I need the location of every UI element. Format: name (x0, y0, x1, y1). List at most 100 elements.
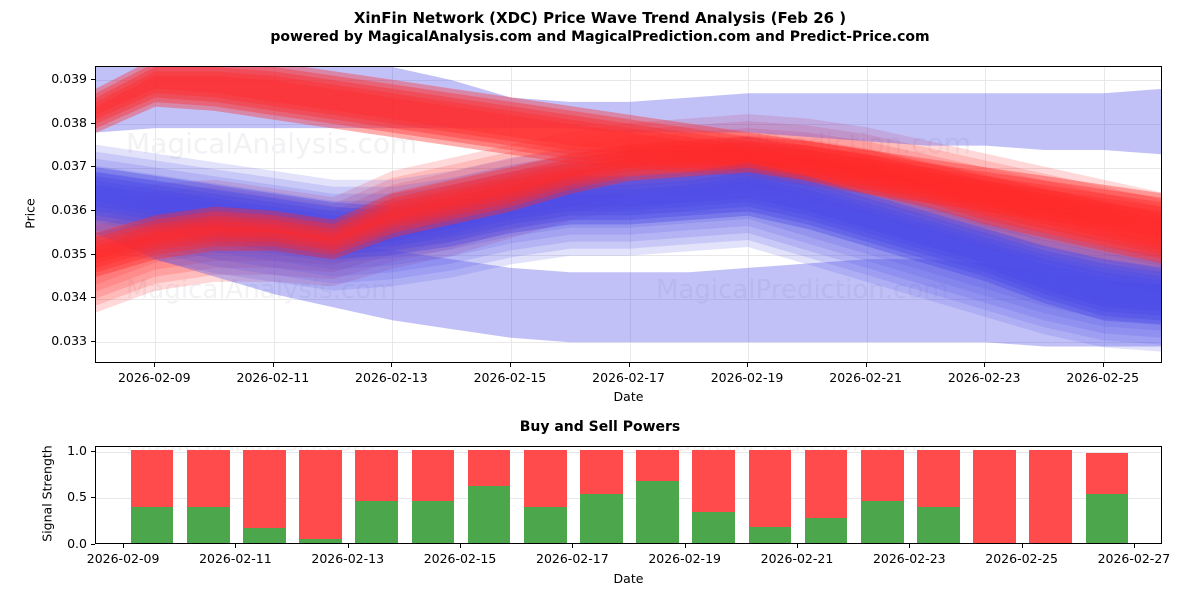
sell-power-segment[interactable] (299, 449, 342, 540)
y-tick-label-signal: 1.0 (67, 442, 87, 458)
sell-power-segment[interactable] (467, 449, 511, 487)
wave-band-faint-blue-fan (96, 136, 1161, 324)
buy-power-segment[interactable] (1085, 493, 1129, 543)
sell-power-segment[interactable] (804, 449, 848, 518)
stacked-bar[interactable] (804, 449, 848, 543)
gridline-horizontal (96, 123, 1161, 125)
stacked-bar[interactable] (130, 449, 174, 543)
y-tick-mark (91, 341, 95, 343)
x-tick-mark (1021, 544, 1023, 548)
stacked-bar[interactable] (1085, 452, 1129, 543)
sell-power-segment[interactable] (1029, 449, 1072, 543)
x-tick-mark (460, 544, 462, 548)
buy-power-segment[interactable] (355, 501, 399, 543)
y-tick-mark (91, 297, 95, 299)
gridline-vertical (866, 67, 868, 362)
x-tick-label-date-top: 2026-02-09 (117, 370, 191, 385)
stacked-bar[interactable] (467, 449, 511, 543)
sell-power-segment[interactable] (973, 449, 1016, 543)
sell-power-segment[interactable] (243, 449, 286, 529)
wave-band-outer-blue-band-lower (96, 219, 1161, 347)
gridline-vertical (629, 67, 631, 362)
stacked-bar[interactable] (748, 449, 792, 543)
stacked-bar[interactable] (299, 449, 342, 543)
page-subtitle: powered by MagicalAnalysis.com and Magic… (270, 29, 930, 45)
gridline-vertical (273, 67, 275, 362)
buy-power-segment[interactable] (860, 501, 904, 543)
stacked-bar[interactable] (187, 449, 230, 543)
x-tick-mark (747, 363, 749, 367)
wave-band-mid-blue-wave (96, 167, 1161, 312)
stacked-bar[interactable] (523, 449, 567, 543)
gridline-horizontal (96, 167, 1161, 169)
sell-power-segment[interactable] (1085, 452, 1129, 494)
y-tick-mark (91, 210, 95, 212)
sell-power-segment[interactable] (636, 449, 679, 482)
gridline-vertical (985, 67, 987, 362)
x-tick-label-date-top: 2026-02-11 (236, 370, 310, 385)
sell-power-segment[interactable] (523, 449, 567, 507)
x-tick-mark (272, 363, 274, 367)
x-tick-mark (1133, 544, 1135, 548)
wave-band-upper-red-band (96, 76, 1161, 238)
buy-power-segment[interactable] (804, 517, 848, 543)
sell-power-segment[interactable] (917, 449, 960, 507)
wave-band-mid-blue-wave (96, 162, 1161, 307)
sell-power-segment[interactable] (692, 449, 736, 513)
stacked-bar[interactable] (917, 449, 960, 543)
sell-power-segment[interactable] (748, 449, 792, 528)
buy-power-segment[interactable] (187, 506, 230, 543)
x-tick-label-date-bottom: 2026-02-25 (985, 551, 1058, 566)
sell-power-segment[interactable] (411, 449, 455, 502)
x-tick-mark (123, 544, 125, 548)
x-tick-label-date-bottom: 2026-02-11 (199, 551, 272, 566)
sell-power-segment[interactable] (860, 449, 904, 502)
buy-power-segment[interactable] (130, 506, 174, 543)
gridline-horizontal (96, 451, 1161, 453)
title-block: XinFin Network (XDC) Price Wave Trend An… (0, 8, 1200, 47)
stacked-bar[interactable] (355, 449, 399, 543)
buy-power-segment[interactable] (467, 486, 511, 543)
wave-band-upper-red-band (96, 71, 1161, 233)
x-tick-label-date-bottom: 2026-02-13 (311, 551, 385, 566)
y-tick-mark (91, 450, 95, 452)
wave-band-upper-red-band (96, 67, 1161, 229)
x-tick-mark (628, 363, 630, 367)
wave-band-layer (96, 67, 1161, 352)
buy-power-segment[interactable] (411, 501, 455, 543)
stacked-bar[interactable] (580, 449, 623, 543)
wave-band-mid-blue-wave (96, 180, 1161, 325)
x-tick-mark (347, 544, 349, 548)
page-title: XinFin Network (XDC) Price Wave Trend An… (353, 9, 847, 27)
stacked-bar[interactable] (860, 449, 904, 543)
sell-power-segment[interactable] (130, 449, 174, 507)
stacked-bar[interactable] (1029, 449, 1072, 543)
y-tick-label-price: 0.038 (51, 114, 87, 130)
sell-power-segment[interactable] (580, 449, 623, 494)
stacked-bar[interactable] (243, 449, 286, 543)
buy-power-segment[interactable] (523, 506, 567, 543)
y-tick-label-price: 0.036 (51, 202, 87, 218)
y-tick-mark (91, 253, 95, 255)
wave-band-mid-red-wave (96, 141, 1161, 264)
x-tick-label-date-top: 2026-02-19 (710, 370, 784, 385)
price-wave-chart: MagicalAnalysis.com MagicalPrediction.com… (95, 66, 1162, 363)
sell-power-segment[interactable] (355, 449, 399, 502)
x-tick-label-date-top: 2026-02-25 (1066, 370, 1140, 385)
buy-power-segment[interactable] (299, 539, 342, 543)
stacked-bar[interactable] (636, 449, 679, 543)
x-tick-mark (235, 544, 237, 548)
y-tick-mark (91, 79, 95, 81)
x-tick-label-date-bottom: 2026-02-15 (423, 551, 497, 566)
stacked-bar[interactable] (973, 449, 1016, 543)
buy-power-segment[interactable] (917, 506, 960, 543)
sell-power-segment[interactable] (187, 449, 230, 507)
stacked-bar[interactable] (692, 449, 736, 543)
buy-power-segment[interactable] (636, 481, 679, 543)
stacked-bar[interactable] (411, 449, 455, 543)
buy-power-segment[interactable] (692, 512, 736, 543)
buy-power-segment[interactable] (748, 527, 792, 543)
buy-power-segment[interactable] (243, 528, 286, 543)
buy-power-segment[interactable] (580, 493, 623, 543)
